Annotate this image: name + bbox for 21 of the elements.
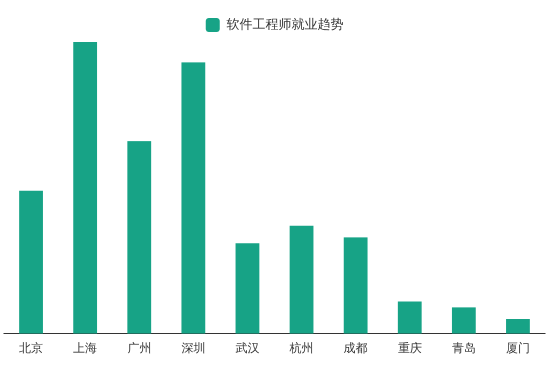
bar — [506, 319, 530, 334]
x-tick-label: 上海 — [73, 340, 98, 355]
bar — [127, 141, 152, 334]
bar — [19, 190, 43, 334]
bar — [452, 307, 476, 334]
legend-label: 软件工程师就业趋势 — [226, 17, 344, 32]
bar — [73, 42, 98, 334]
x-tick-label: 成都 — [344, 340, 368, 355]
bar — [398, 302, 422, 334]
bar — [236, 243, 260, 334]
bar — [181, 62, 206, 334]
bar — [344, 237, 368, 334]
x-tick-label: 武汉 — [235, 340, 260, 355]
x-tick-label: 北京 — [19, 340, 44, 355]
x-tick-label: 广州 — [127, 340, 152, 355]
x-tick-label: 重庆 — [398, 340, 422, 355]
bar — [290, 226, 314, 334]
x-tick-label: 杭州 — [288, 340, 314, 355]
x-tick-label: 深圳 — [181, 340, 206, 355]
x-tick-label: 青岛 — [452, 340, 476, 355]
x-tick-label: 厦门 — [506, 340, 530, 355]
